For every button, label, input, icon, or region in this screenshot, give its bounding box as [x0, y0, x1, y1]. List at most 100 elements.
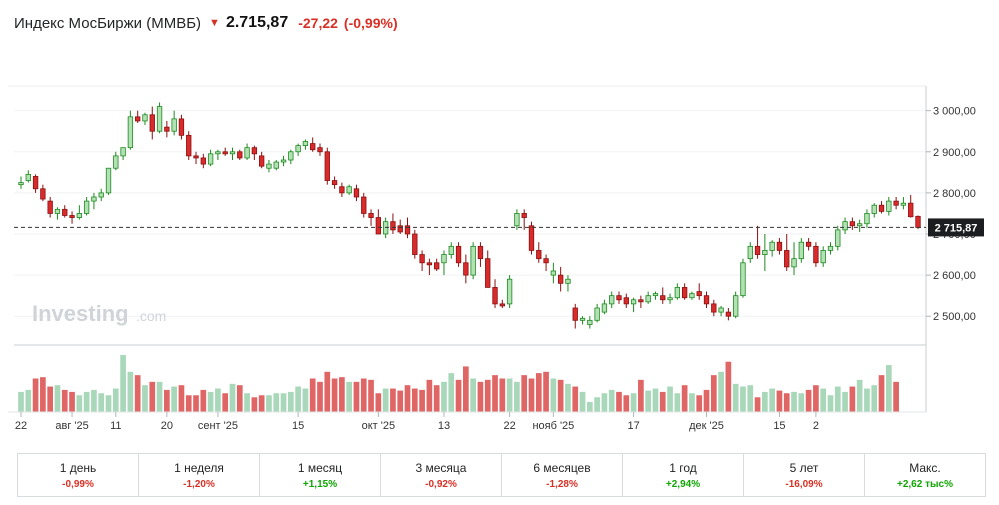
candle-body [492, 287, 498, 305]
candle [200, 153, 206, 169]
volume-bar [543, 371, 549, 412]
volume-bar [499, 378, 506, 412]
volume-bar [273, 393, 280, 412]
x-tick-label: окт '25 [362, 420, 395, 432]
period-performance-bar: 1 день -0,99% 1 неделя -1,20% 1 месяц +1,15% 3… [17, 453, 986, 497]
candle-body [288, 151, 294, 161]
candle-body [266, 163, 272, 169]
x-tick-label: 17 [627, 420, 639, 432]
volume-bar [667, 386, 673, 412]
watermark-brand: Investing [32, 301, 129, 326]
period-7[interactable]: Макс. +2,62 тыс% [865, 454, 985, 496]
y-tick-label: 2 900,00 [933, 147, 976, 159]
candle [149, 106, 155, 140]
candle-body [477, 245, 484, 260]
candle-body [127, 116, 134, 149]
volume-bar [309, 378, 316, 412]
period-change: -1,28% [546, 478, 578, 490]
candle-body [149, 114, 155, 132]
candle [426, 258, 433, 276]
candle [784, 234, 790, 271]
candle-body [660, 295, 666, 301]
candle-body [506, 278, 513, 305]
volume-bar [813, 385, 819, 412]
candle-body [273, 161, 279, 169]
candle [696, 283, 702, 300]
candle-body [237, 151, 243, 159]
candle [849, 217, 856, 230]
current-price-line: 2 715,87 [14, 218, 984, 237]
candle-body [353, 188, 360, 198]
candle [244, 143, 250, 160]
candle-body [62, 208, 68, 216]
candle [725, 308, 732, 321]
candle-body [565, 278, 571, 284]
candle-body [725, 311, 732, 317]
candle [703, 291, 710, 308]
candle [813, 242, 819, 267]
candle [448, 242, 454, 259]
candle-body [83, 200, 90, 214]
candle [142, 112, 148, 126]
candle-body [32, 176, 39, 190]
candle [485, 250, 491, 288]
candle [390, 213, 396, 234]
candle-body [813, 245, 819, 264]
volume-bar [521, 375, 528, 412]
candle [186, 131, 192, 160]
volume-bar [426, 379, 433, 412]
x-tick-label: 22 [15, 420, 27, 432]
candle-body [579, 317, 586, 321]
candle [587, 316, 593, 329]
period-6[interactable]: 5 лет -16,09% [744, 454, 865, 496]
candlestick-chart[interactable]: Investing .com 3 000,00 2 900,00 2 800,00 2… [0, 0, 999, 450]
volume-bar [302, 388, 309, 412]
candle-body [740, 262, 746, 297]
candle-body [200, 157, 206, 165]
period-1[interactable]: 1 неделя -1,20% [139, 454, 260, 496]
candle [638, 295, 644, 308]
period-4[interactable]: 6 месяцев -1,28% [502, 454, 623, 496]
candle-body [784, 250, 790, 268]
volume-bar [645, 390, 652, 412]
volume-bar [54, 385, 61, 412]
current-price-badge [928, 218, 984, 237]
candle-body [842, 221, 848, 231]
period-0[interactable]: 1 день -0,99% [18, 454, 139, 496]
volume-bar [112, 388, 119, 412]
volume-bar [317, 381, 323, 412]
candle [331, 176, 338, 189]
volume-bar [732, 383, 739, 412]
volume-bar [127, 371, 134, 412]
volume-bar [601, 393, 608, 412]
period-3[interactable]: 3 месяца -0,92% [381, 454, 502, 496]
candle [514, 209, 520, 230]
candle-body [105, 167, 112, 194]
instrument-title: Индекс МосБиржи (MMBБ) [14, 14, 202, 32]
candle [54, 207, 61, 220]
candle [842, 217, 848, 234]
candle-body [776, 241, 783, 251]
volume-bar [433, 385, 440, 412]
candle [733, 291, 739, 319]
volume-bar [477, 381, 484, 412]
candle-body [171, 118, 177, 132]
period-2[interactable]: 1 месяц +1,15% [260, 454, 381, 496]
candle-body [762, 250, 768, 255]
volume-bar [718, 371, 724, 412]
period-change: +1,15% [302, 478, 338, 490]
candle-body [900, 202, 907, 206]
period-5[interactable]: 1 год +2,94% [623, 454, 744, 496]
volume-bar [164, 389, 170, 412]
candle [645, 291, 651, 304]
candle [368, 209, 374, 226]
investing-watermark: Investing .com [32, 301, 166, 326]
candle-body [142, 114, 148, 122]
candle [711, 299, 717, 317]
candle [207, 149, 214, 167]
candle-body [69, 215, 75, 218]
candle [835, 225, 841, 251]
x-axis: 22 авг '25 11 20 сент '25 15 окт '25 13 22 нояб '… [8, 411, 926, 432]
candle-body [645, 295, 651, 303]
volume-bar [40, 377, 46, 412]
